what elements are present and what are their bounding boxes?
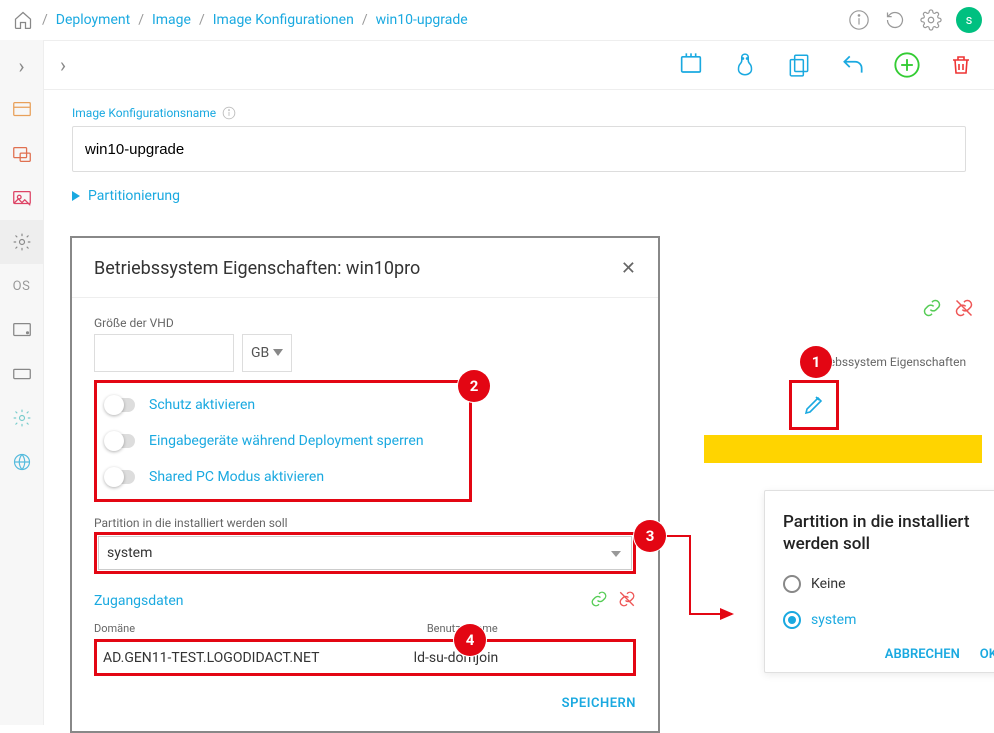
link-icon[interactable]	[590, 590, 608, 612]
toggle-row-sharedpc: Shared PC Modus aktivieren	[101, 459, 461, 495]
vhd-size-input[interactable]	[94, 334, 234, 372]
modal-title: Betriebssystem Eigenschaften: win10pro	[94, 258, 420, 279]
toggle-schutz[interactable]	[105, 398, 135, 412]
annotation-box-4: AD.GEN11-TEST.LOGODIDACT.NET ld-su-domjo…	[94, 639, 636, 676]
breadcrumb-sep: /	[362, 12, 368, 28]
vhd-unit-select[interactable]: GB	[242, 334, 292, 372]
modal-header: Betriebssystem Eigenschaften: win10pro ✕	[72, 238, 658, 298]
rail-item-6[interactable]	[0, 352, 44, 396]
annotation-arrow	[660, 534, 740, 624]
cred-user-col: ld-su-domjoin	[408, 642, 633, 673]
partition-popup: Partition in die installiert werden soll…	[764, 490, 994, 673]
toolbar: ›	[44, 40, 994, 90]
radio-icon	[783, 575, 801, 593]
content: Image Konfigurationsname Partitionierung	[44, 90, 994, 220]
rail-item-8[interactable]	[0, 440, 44, 484]
partition-popup-title: Partition in die installiert werden soll	[783, 511, 994, 555]
tool-linux-icon[interactable]	[728, 48, 762, 82]
popup-cancel[interactable]: ABBRECHEN	[885, 647, 960, 662]
avatar-letter: s	[966, 13, 973, 28]
popup-actions: ABBRECHEN OK	[783, 647, 994, 662]
section-partitionierung[interactable]: Partitionierung	[72, 188, 966, 204]
radio-label-none: Keine	[811, 576, 846, 592]
popup-ok[interactable]: OK	[980, 647, 994, 662]
vhd-row: GB	[94, 334, 636, 372]
topbar: / Deployment / Image / Image Konfigurati…	[0, 0, 994, 40]
radio-label-system: system	[811, 612, 856, 628]
breadcrumb-sep: /	[199, 12, 205, 28]
os-properties-modal: Betriebssystem Eigenschaften: win10pro ✕…	[70, 236, 660, 733]
zugangsdaten-label[interactable]: Zugangsdaten	[94, 593, 184, 609]
annotation-circle-3: 3	[634, 520, 666, 552]
config-name-input[interactable]	[72, 126, 966, 172]
rail-item-7[interactable]	[0, 396, 44, 440]
breadcrumb: / Deployment / Image / Image Konfigurati…	[42, 12, 468, 28]
config-name-label: Image Konfigurationsname	[72, 106, 966, 120]
home-icon[interactable]	[12, 9, 34, 31]
link-icon[interactable]	[922, 298, 942, 322]
cred-domain-col: AD.GEN11-TEST.LOGODIDACT.NET	[97, 642, 408, 673]
refresh-icon[interactable]	[884, 9, 906, 31]
topbar-right: s	[848, 7, 982, 33]
toggle-eingabe[interactable]	[105, 434, 135, 448]
toolbar-back[interactable]: ›	[60, 53, 66, 77]
radio-option-system[interactable]: system	[783, 611, 994, 629]
toggle-row-eingabe: Eingabegeräte während Deployment sperren	[101, 423, 461, 459]
rail-item-1[interactable]	[0, 88, 44, 132]
breadcrumb-image-konfig[interactable]: Image Konfigurationen	[213, 12, 354, 28]
rail-item-os[interactable]: OS	[0, 264, 44, 308]
unlink-icon[interactable]	[618, 590, 636, 612]
rail-item-2[interactable]	[0, 132, 44, 176]
install-partition-select[interactable]: system	[98, 536, 632, 570]
breadcrumb-sep: /	[138, 12, 144, 28]
avatar[interactable]: s	[956, 7, 982, 33]
unlink-icon[interactable]	[954, 298, 974, 322]
cred-domain-value: AD.GEN11-TEST.LOGODIDACT.NET	[103, 646, 402, 669]
modal-body: Größe der VHD GB Schutz aktivieren Einga…	[72, 298, 658, 731]
gear-icon[interactable]	[920, 9, 942, 31]
cred-user-value: ld-su-domjoin	[414, 646, 627, 669]
annotation-circle-2: 2	[458, 370, 490, 402]
toggle-sharedpc[interactable]	[105, 470, 135, 484]
annotation-box-2: Schutz aktivieren Eingabegeräte während …	[94, 380, 472, 502]
annotation-box-3: system	[94, 532, 636, 574]
rail-expand[interactable]: ›	[0, 44, 44, 88]
yellow-highlight	[704, 435, 982, 463]
tool-delete-icon[interactable]	[944, 48, 978, 82]
modal-footer: SPEICHERN	[94, 696, 636, 711]
annotation-circle-1: 1	[800, 346, 832, 378]
save-button[interactable]: SPEICHERN	[562, 696, 636, 711]
annotation-box-1	[789, 380, 839, 430]
vhd-size-label: Größe der VHD	[94, 316, 636, 330]
edit-pencil-icon[interactable]	[793, 384, 835, 426]
cred-domain-label: Domäne	[94, 622, 387, 635]
tool-add-icon[interactable]	[890, 48, 924, 82]
toggle-label: Eingabegeräte während Deployment sperren	[149, 433, 424, 449]
tool-network-icon[interactable]	[674, 48, 708, 82]
rail-item-3[interactable]	[0, 176, 44, 220]
link-icons-top	[922, 298, 974, 322]
rail-item-gear[interactable]	[0, 220, 44, 264]
toggle-row-schutz: Schutz aktivieren	[101, 387, 461, 423]
close-icon[interactable]: ✕	[621, 258, 636, 279]
breadcrumb-image[interactable]: Image	[152, 12, 191, 28]
radio-option-none[interactable]: Keine	[783, 575, 994, 593]
tool-copy-icon[interactable]	[782, 48, 816, 82]
annotation-circle-4: 4	[454, 624, 486, 656]
toggle-label: Shared PC Modus aktivieren	[149, 469, 324, 485]
rail-item-5[interactable]	[0, 308, 44, 352]
breadcrumb-sep: /	[42, 12, 48, 28]
toggle-label: Schutz aktivieren	[149, 397, 255, 413]
info-icon[interactable]	[848, 9, 870, 31]
breadcrumb-deployment[interactable]: Deployment	[56, 12, 130, 28]
radio-icon	[783, 611, 801, 629]
install-partition-label: Partition in die installiert werden soll	[94, 516, 636, 530]
sidebar-rail: › OS	[0, 40, 44, 725]
zugangsdaten-row: Zugangsdaten	[94, 590, 636, 612]
breadcrumb-current[interactable]: win10-upgrade	[376, 12, 468, 28]
tool-undo-icon[interactable]	[836, 48, 870, 82]
